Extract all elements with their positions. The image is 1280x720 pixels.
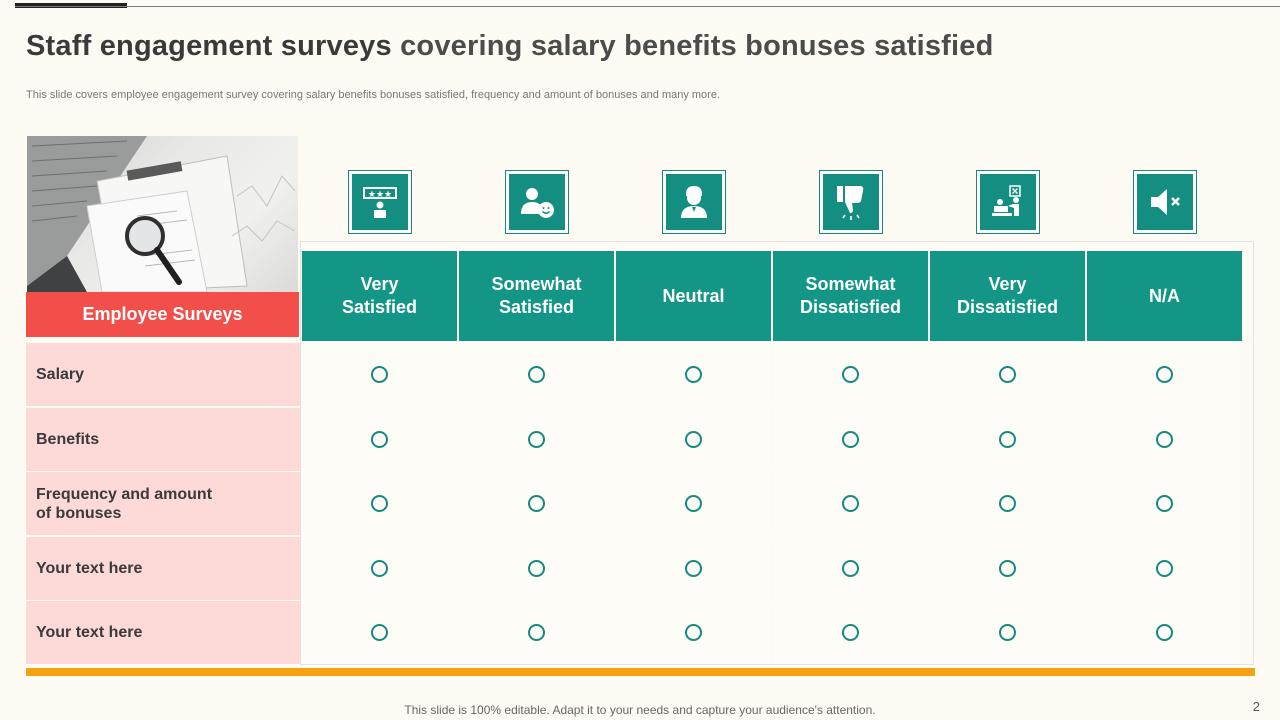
thumbs-down-icon (837, 186, 864, 220)
page-number: 2 (1252, 699, 1260, 714)
rating-radio[interactable] (1156, 431, 1173, 448)
column-header-na: N/A (1087, 251, 1242, 341)
laptop-magnifier-illustration (27, 136, 296, 292)
table-cell (1087, 537, 1242, 600)
rating-radio[interactable] (1156, 624, 1173, 641)
survey-photo (27, 136, 298, 292)
table-cell (930, 408, 1085, 471)
column-header-very-satisfied: Very Satisfied (302, 251, 457, 341)
speaker-mute-icon (1151, 189, 1180, 215)
table-cell (1087, 343, 1242, 406)
rating-radio[interactable] (685, 431, 702, 448)
rating-radio[interactable] (528, 431, 545, 448)
icon-box-very-satisfied: ★★★ (348, 170, 412, 234)
rating-radio[interactable] (528, 624, 545, 641)
rating-radio[interactable] (528, 366, 545, 383)
column-header-somewhat-satisfied: Somewhat Satisfied (459, 251, 614, 341)
rating-radio[interactable] (999, 495, 1016, 512)
rating-stars-icon: ★★★ (363, 187, 397, 218)
table-cell (773, 472, 928, 535)
row-label-benefits: Benefits (26, 408, 300, 471)
rating-radio[interactable] (685, 495, 702, 512)
table-cell (302, 601, 457, 664)
rating-radio[interactable] (999, 431, 1016, 448)
presentation-reject-icon (992, 185, 1021, 216)
rating-radio[interactable] (842, 431, 859, 448)
icon-box-neutral (662, 170, 726, 234)
column-header-very-dissatisfied: Very Dissatisfied (930, 251, 1085, 341)
top-accent-bar (15, 3, 127, 8)
table-cell (930, 472, 1085, 535)
table-cell (459, 343, 614, 406)
rating-radio[interactable] (371, 431, 388, 448)
icon-box-somewhat-dissatisfied (819, 170, 883, 234)
person-neutral-icon (681, 186, 707, 218)
table-cell (616, 472, 771, 535)
bottom-accent-bar (26, 668, 1255, 676)
table-cell (459, 472, 614, 535)
table-cell (302, 343, 457, 406)
column-header-neutral: Neutral (616, 251, 771, 341)
rating-radio[interactable] (371, 366, 388, 383)
user-smile-icon (521, 188, 554, 218)
title-bold: Staff engagement surveys (26, 30, 392, 62)
rating-radio[interactable] (371, 495, 388, 512)
rating-radio[interactable] (1156, 495, 1173, 512)
rating-radio[interactable] (685, 560, 702, 577)
table-cell (459, 601, 614, 664)
top-divider (15, 6, 1280, 7)
row-label-text-2: Your text here (26, 601, 300, 664)
rating-radio[interactable] (685, 624, 702, 641)
rating-radio[interactable] (371, 624, 388, 641)
table-cell (616, 601, 771, 664)
employee-surveys-header: Employee Surveys (26, 292, 299, 337)
table-cell (930, 537, 1085, 600)
svg-text:★★★: ★★★ (368, 190, 392, 200)
table-cell (302, 537, 457, 600)
icon-box-na (1133, 170, 1197, 234)
table-cell (1087, 472, 1242, 535)
table-cell (616, 537, 771, 600)
table-cell (459, 408, 614, 471)
rating-radio[interactable] (371, 560, 388, 577)
rating-radio[interactable] (685, 366, 702, 383)
row-label-text-1: Your text here (26, 537, 300, 600)
rating-radio[interactable] (999, 560, 1016, 577)
table-cell (302, 472, 457, 535)
footer-note: This slide is 100% editable. Adapt it to… (404, 703, 876, 717)
table-cell (930, 343, 1085, 406)
rating-radio[interactable] (999, 624, 1016, 641)
table-cell (773, 408, 928, 471)
column-header-somewhat-dissatisfied: Somewhat Dissatisfied (773, 251, 928, 341)
slide-title: Staff engagement surveys covering salary… (26, 30, 994, 63)
rating-radio[interactable] (842, 495, 859, 512)
rating-radio[interactable] (1156, 366, 1173, 383)
rating-radio[interactable] (528, 495, 545, 512)
rating-radio[interactable] (1156, 560, 1173, 577)
icon-box-somewhat-satisfied (505, 170, 569, 234)
table-cell (930, 601, 1085, 664)
title-rest: covering salary benefits bonuses satisfi… (400, 30, 994, 62)
rating-radio[interactable] (842, 624, 859, 641)
table-cell (1087, 408, 1242, 471)
table-cell (773, 601, 928, 664)
row-label-salary: Salary (26, 343, 300, 406)
row-label-frequency-bonuses: Frequency and amount of bonuses (26, 472, 300, 535)
rating-radio[interactable] (999, 366, 1016, 383)
slide-subtitle: This slide covers employee engagement su… (26, 89, 720, 101)
rating-radio[interactable] (842, 366, 859, 383)
table-cell (616, 343, 771, 406)
icon-box-very-dissatisfied (976, 170, 1040, 234)
table-cell (459, 537, 614, 600)
table-cell (773, 343, 928, 406)
table-cell (302, 408, 457, 471)
rating-radio[interactable] (528, 560, 545, 577)
table-cell (1087, 601, 1242, 664)
table-cell (773, 537, 928, 600)
table-cell (616, 408, 771, 471)
rating-radio[interactable] (842, 560, 859, 577)
